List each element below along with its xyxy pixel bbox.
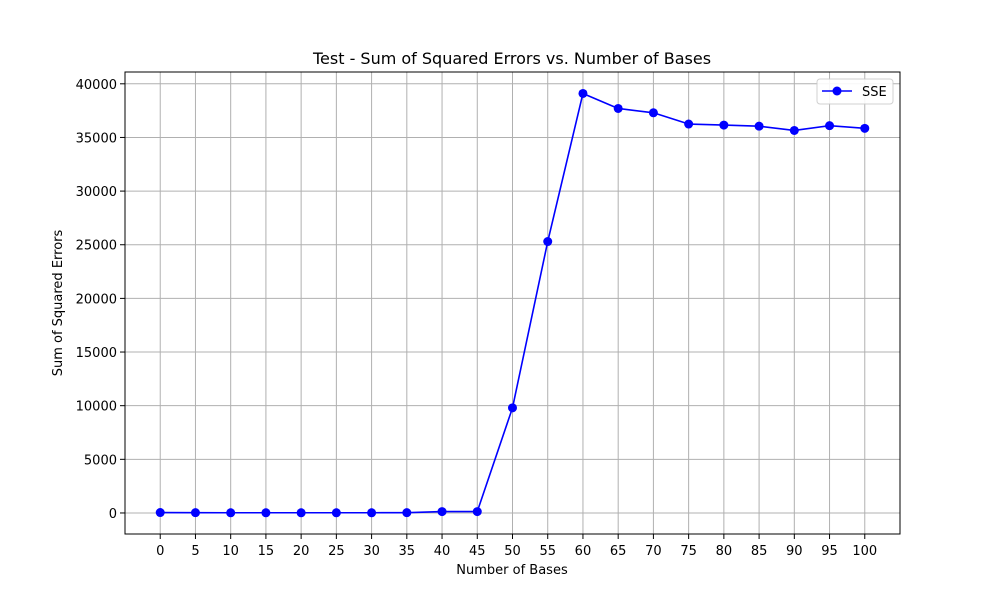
legend-label: SSE (862, 85, 887, 100)
data-point (754, 121, 764, 131)
x-tick-label: 45 (469, 544, 486, 559)
legend-box (816, 78, 894, 105)
x-tick-label: 15 (258, 544, 275, 559)
data-point (719, 120, 729, 130)
data-point (508, 403, 517, 413)
legend-marker (832, 86, 842, 96)
data-point (261, 508, 271, 518)
x-tick-label: 75 (680, 544, 697, 559)
data-point (296, 508, 306, 518)
x-tick-label: 40 (434, 544, 451, 559)
data-point (684, 119, 694, 129)
data-point (155, 508, 165, 518)
x-tick-label: 5 (191, 544, 199, 559)
y-tick-label: 30000 (76, 185, 117, 200)
y-tick-label: 5000 (84, 453, 117, 468)
data-point (789, 125, 799, 135)
legend: SSE (816, 78, 894, 105)
x-tick-label: 100 (852, 544, 877, 559)
data-point (860, 123, 870, 133)
data-point (226, 508, 236, 518)
plot-frame (124, 71, 901, 535)
x-tick-label: 20 (293, 544, 310, 559)
x-tick-label: 80 (716, 544, 733, 559)
grid (125, 72, 900, 534)
ticks: 0 5 10 15 20 25 30 35 40 45 50 55 60 65 70 75 80 85 90 95 10… (76, 78, 878, 559)
series-layer (155, 88, 870, 518)
y-tick-label: 35000 (76, 131, 117, 146)
x-tick-label: 65 (610, 544, 627, 559)
data-point (825, 121, 835, 131)
data-point (543, 237, 553, 247)
x-tick-label: 50 (504, 544, 521, 559)
y-tick-label: 25000 (76, 239, 117, 254)
data-point (472, 507, 482, 517)
x-tick-label: 25 (328, 544, 345, 559)
y-tick-label: 15000 (76, 346, 117, 361)
data-point (402, 508, 412, 518)
x-tick-label: 70 (645, 544, 662, 559)
y-tick-label: 40000 (76, 78, 117, 93)
data-point (613, 103, 623, 113)
x-tick-label: 10 (222, 544, 239, 559)
x-tick-label: 60 (575, 544, 592, 559)
x-tick-label: 85 (751, 544, 768, 559)
x-tick-label: 55 (539, 544, 556, 559)
x-tick-label: 35 (399, 544, 416, 559)
chart-title: Test - Sum of Squared Errors vs. Number … (312, 49, 711, 68)
data-point (190, 508, 200, 518)
x-tick-label: 95 (821, 544, 838, 559)
y-axis-label: Sum of Squared Errors (51, 229, 66, 376)
x-axis-label: Number of Bases (456, 563, 568, 578)
y-tick-label: 10000 (76, 400, 117, 415)
x-tick-label: 30 (363, 544, 380, 559)
x-tick-label: 0 (156, 544, 164, 559)
y-tick-label: 0 (109, 507, 117, 522)
data-point (648, 108, 658, 118)
y-tick-label: 20000 (76, 292, 117, 307)
data-point (578, 88, 588, 98)
data-point (331, 508, 341, 518)
data-point (437, 507, 447, 517)
data-point (367, 508, 377, 518)
x-tick-label: 90 (786, 544, 803, 559)
